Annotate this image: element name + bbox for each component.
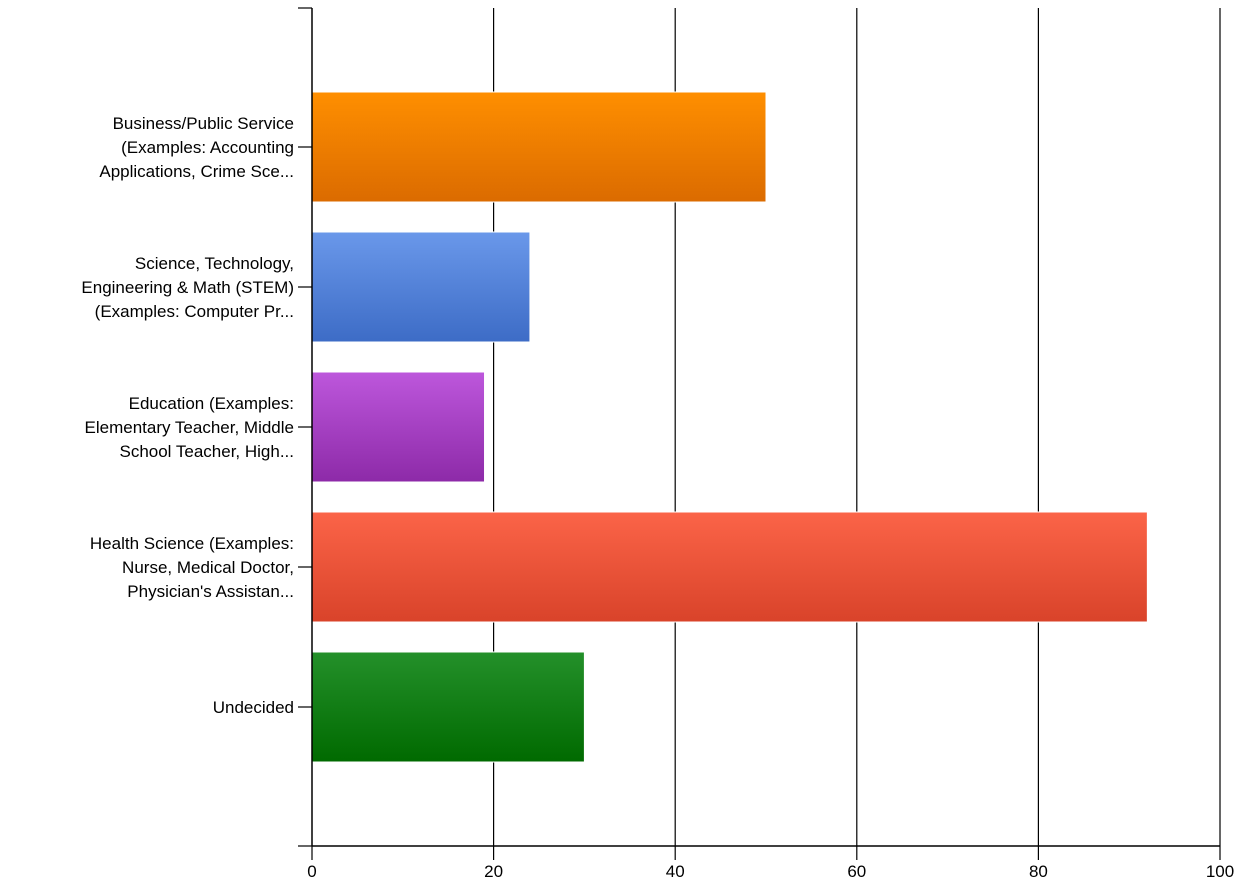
axes: Business/Public Service (Examples: Accoun… [81,7,1234,881]
bar [311,91,767,203]
category-label: Health Science (Examples: Nurse, Medical … [90,534,294,601]
x-tick-label: 40 [666,862,685,881]
category-label: Undecided [213,698,294,717]
x-tick-label: 20 [484,862,503,881]
x-tick-label: 0 [307,862,316,881]
category-label: Business/Public Service (Examples: Accoun… [99,114,294,181]
bar [311,651,585,763]
x-tick-label: 100 [1206,862,1234,881]
x-tick-label: 60 [847,862,866,881]
x-tick-label: 80 [1029,862,1048,881]
bar [311,371,486,483]
bars [311,91,1148,763]
bar [311,231,531,343]
bar [311,511,1148,623]
category-label: Education (Examples: Elementary Teacher, … [85,394,294,461]
category-label: Science, Technology, Engineering & Math (… [81,254,294,321]
